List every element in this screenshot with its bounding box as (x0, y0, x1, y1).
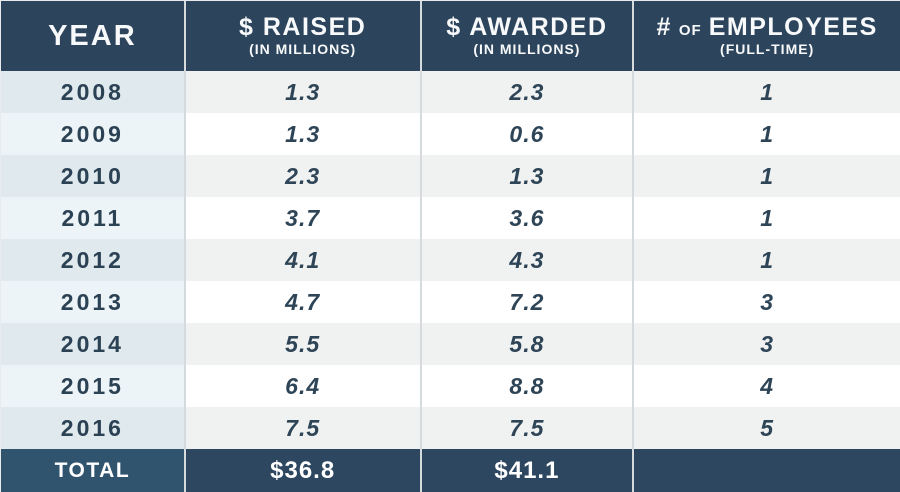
table-row: 2013 4.7 7.2 3 (1, 281, 900, 323)
raised-header-label: $ RAISED (239, 13, 367, 42)
awarded-cell: 3.6 (421, 197, 635, 239)
table-row: 2014 5.5 5.8 3 (1, 323, 900, 365)
awarded-cell: 2.3 (421, 71, 635, 113)
employees-cell: 4 (634, 365, 900, 407)
year-header-label: YEAR (48, 19, 137, 52)
employees-cell: 1 (634, 71, 900, 113)
awarded-cell: 4.3 (421, 239, 635, 281)
total-row: TOTAL $36.8 $41.1 (1, 449, 900, 492)
raised-cell: 2.3 (185, 155, 422, 197)
table-row: 2012 4.1 4.3 1 (1, 239, 900, 281)
year-cell: 2009 (1, 113, 186, 155)
column-header-year: YEAR (1, 1, 186, 71)
awarded-cell: 7.5 (421, 407, 635, 449)
year-cell: 2013 (1, 281, 186, 323)
year-cell: 2010 (1, 155, 186, 197)
table-row: 2011 3.7 3.6 1 (1, 197, 900, 239)
column-header-raised: $ RAISED (IN MILLIONS) (185, 1, 422, 71)
raised-cell: 4.7 (185, 281, 422, 323)
year-cell: 2014 (1, 323, 186, 365)
employees-cell: 1 (634, 113, 900, 155)
total-employees (634, 449, 900, 492)
awarded-header-subtitle: (IN MILLIONS) (473, 40, 581, 57)
raised-cell: 1.3 (185, 71, 422, 113)
employees-cell: 3 (634, 323, 900, 365)
column-header-awarded: $ AWARDED (IN MILLIONS) (421, 1, 635, 71)
awarded-header-label: $ AWARDED (446, 13, 608, 42)
raised-cell: 4.1 (185, 239, 422, 281)
awarded-cell: 8.8 (421, 365, 635, 407)
of-word: OF (678, 22, 702, 40)
employees-cell: 1 (634, 155, 900, 197)
raised-cell: 6.4 (185, 365, 422, 407)
employees-header-subtitle: (FULL-TIME) (720, 40, 815, 57)
raised-cell: 1.3 (185, 113, 422, 155)
table-header: YEAR $ RAISED (IN MILLIONS) $ AWARDED (I… (1, 1, 900, 71)
year-cell: 2012 (1, 239, 186, 281)
employees-header-label: # OF EMPLOYEES (656, 13, 878, 42)
employees-cell: 3 (634, 281, 900, 323)
total-awarded: $41.1 (421, 449, 635, 492)
raised-cell: 5.5 (185, 323, 422, 365)
raised-header-subtitle: (IN MILLIONS) (249, 40, 357, 57)
employees-cell: 5 (634, 407, 900, 449)
raised-cell: 7.5 (185, 407, 422, 449)
year-cell: 2008 (1, 71, 186, 113)
hash-symbol: # (656, 13, 672, 42)
awarded-cell: 5.8 (421, 323, 635, 365)
employees-word: EMPLOYEES (708, 13, 878, 42)
awarded-cell: 0.6 (421, 113, 635, 155)
year-cell: 2015 (1, 365, 186, 407)
table-row: 2015 6.4 8.8 4 (1, 365, 900, 407)
employees-cell: 1 (634, 197, 900, 239)
table-row: 2009 1.3 0.6 1 (1, 113, 900, 155)
raised-cell: 3.7 (185, 197, 422, 239)
awarded-cell: 7.2 (421, 281, 635, 323)
year-cell: 2016 (1, 407, 186, 449)
total-label: TOTAL (1, 449, 186, 492)
table-row: 2016 7.5 7.5 5 (1, 407, 900, 449)
awarded-cell: 1.3 (421, 155, 635, 197)
column-header-employees: # OF EMPLOYEES (FULL-TIME) (634, 1, 900, 71)
table-row: 2010 2.3 1.3 1 (1, 155, 900, 197)
total-raised: $36.8 (185, 449, 422, 492)
employees-cell: 1 (634, 239, 900, 281)
table-row: 2008 1.3 2.3 1 (1, 71, 900, 113)
year-cell: 2011 (1, 197, 186, 239)
